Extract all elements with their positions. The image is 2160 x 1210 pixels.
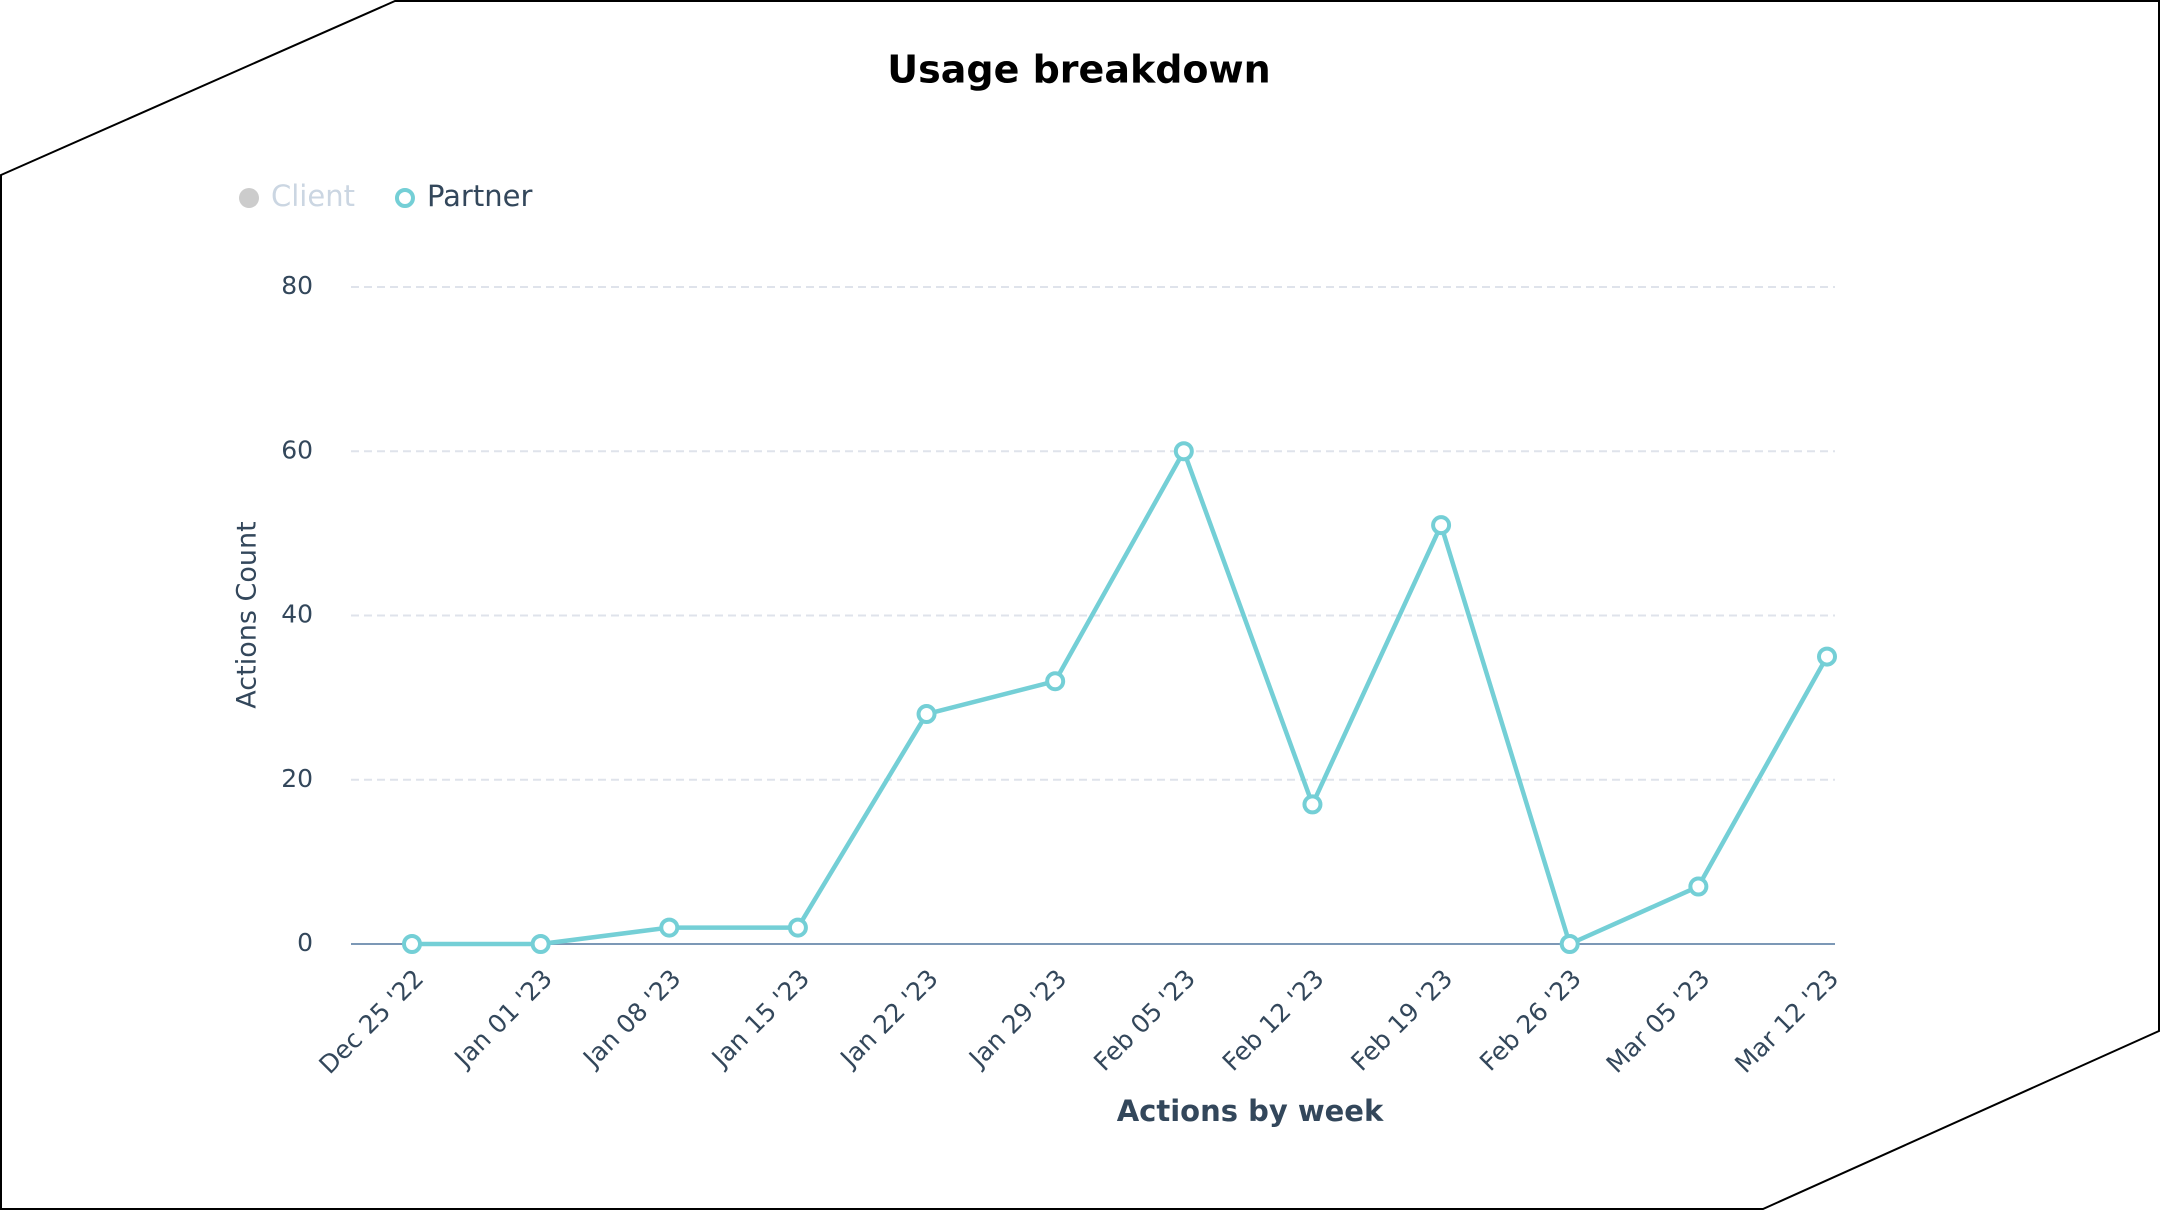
y-axis-label: Actions Count bbox=[232, 521, 263, 708]
data-point bbox=[1045, 671, 1066, 692]
series-line bbox=[412, 449, 1829, 947]
data-point bbox=[916, 704, 937, 725]
data-point bbox=[530, 934, 551, 954]
data-point bbox=[402, 934, 422, 954]
data-point bbox=[1431, 515, 1452, 536]
data-point bbox=[1302, 794, 1323, 815]
chart-title: Usage breakdown bbox=[887, 48, 1270, 92]
legend-marker bbox=[239, 188, 259, 208]
data-point bbox=[1173, 441, 1194, 462]
data-point bbox=[1817, 646, 1837, 667]
y-tick-label: 20 bbox=[281, 764, 313, 793]
data-point bbox=[1688, 876, 1709, 897]
legend-marker bbox=[394, 188, 415, 208]
x-axis-label: Actions by week bbox=[1117, 1094, 1384, 1128]
y-tick-label: 0 bbox=[297, 928, 313, 957]
data-point bbox=[787, 917, 808, 938]
legend-label: Client bbox=[271, 179, 355, 213]
legend-item[interactable]: Client bbox=[239, 179, 355, 213]
y-tick-label: 60 bbox=[281, 435, 313, 464]
y-tick-label: 40 bbox=[281, 600, 313, 629]
legend-item[interactable]: Partner bbox=[394, 179, 532, 213]
data-point bbox=[1559, 934, 1580, 954]
data-point bbox=[659, 917, 680, 938]
legend-label: Partner bbox=[427, 179, 532, 213]
y-tick-label: 80 bbox=[281, 271, 313, 300]
